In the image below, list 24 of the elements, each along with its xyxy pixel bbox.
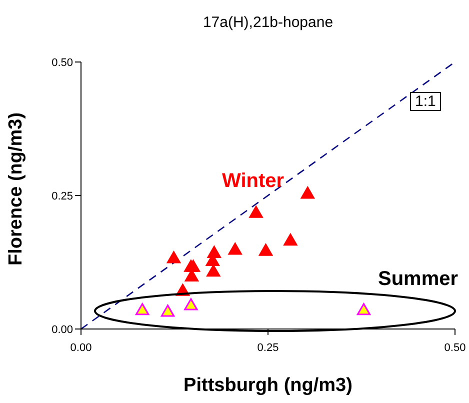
series-label: Summer	[378, 268, 458, 291]
point	[184, 298, 198, 310]
point	[249, 206, 263, 218]
y-tick-label: 0.25	[52, 190, 73, 202]
x-tick-label: 0.25	[257, 342, 279, 354]
point	[300, 186, 314, 199]
y-tick-label: 0.50	[52, 56, 73, 69]
point	[228, 242, 242, 255]
chart-title: 17a(H),21b-hopane	[202, 14, 334, 31]
y-tick-label: 0.00	[52, 324, 73, 336]
x-tick-label: 0.00	[70, 342, 92, 354]
x-tick-label: 0.50	[444, 342, 466, 354]
point	[284, 234, 298, 246]
y-axis-title: Florence (ng/m3)	[6, 112, 27, 266]
point	[206, 264, 220, 277]
point	[186, 260, 200, 272]
series-label: 1:1	[410, 92, 441, 111]
point	[160, 304, 175, 317]
x-axis-title: Pittsburgh (ng/m3)	[184, 375, 352, 396]
point	[166, 251, 181, 264]
point	[258, 244, 273, 256]
series-label: Winter	[222, 170, 284, 193]
point	[356, 303, 371, 316]
point	[136, 303, 150, 316]
